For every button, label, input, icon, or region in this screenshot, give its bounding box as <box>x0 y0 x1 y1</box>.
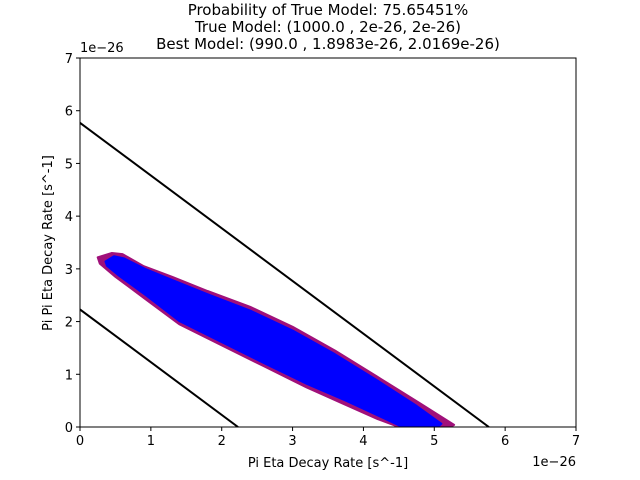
plot-data-layer <box>80 122 490 427</box>
y-tick-label: 6 <box>65 105 73 120</box>
y-tick-label: 5 <box>65 157 73 172</box>
y-tick-label: 7 <box>65 52 73 67</box>
y-offset-label: 1e−26 <box>80 41 124 56</box>
y-tick-label: 3 <box>65 263 73 278</box>
region-inner-blue <box>104 255 443 427</box>
x-tick-label: 1 <box>147 434 155 449</box>
x-axis-label: Pi Eta Decay Rate [s^-1] <box>248 456 408 471</box>
title-line-2: True Model: (1000.0 , 2e-26, 2e-26) <box>194 18 461 36</box>
x-tick-label: 7 <box>572 434 580 449</box>
x-tick-label: 6 <box>501 434 509 449</box>
title-line-1: Probability of True Model: 75.65451% <box>188 1 469 19</box>
x-tick-label: 5 <box>430 434 438 449</box>
title-line-3: Best Model: (990.0 , 1.8983e-26, 2.0169e… <box>156 35 500 53</box>
x-tick-label: 0 <box>76 434 84 449</box>
x-tick-label: 2 <box>218 434 226 449</box>
y-axis-ticks: 0 1 2 3 4 5 6 7 <box>65 52 80 436</box>
y-tick-label: 0 <box>65 421 73 436</box>
x-tick-label: 3 <box>288 434 296 449</box>
boundary-line-1 <box>80 122 490 427</box>
y-tick-label: 4 <box>65 210 73 225</box>
chart-title: Probability of True Model: 75.65451% Tru… <box>156 1 500 53</box>
boundary-line-2 <box>80 308 239 427</box>
y-tick-label: 1 <box>65 368 73 383</box>
plot-frame <box>79 57 577 428</box>
x-tick-label: 4 <box>359 434 367 449</box>
y-axis-label: Pi Pi Eta Decay Rate [s^-1] <box>41 155 56 331</box>
y-tick-label: 2 <box>65 316 73 331</box>
x-offset-label: 1e−26 <box>532 455 576 470</box>
x-axis-ticks: 0 1 2 3 4 5 6 7 <box>76 427 580 449</box>
